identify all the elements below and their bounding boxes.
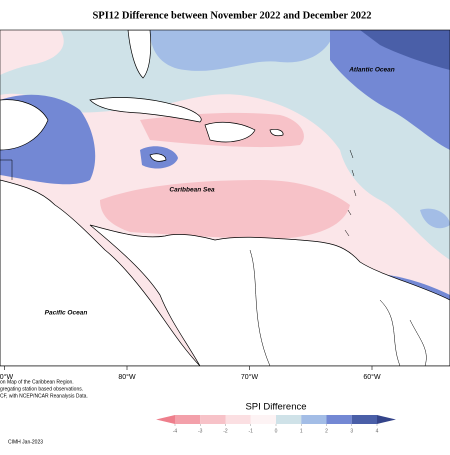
colorbar-tick-label: 0	[275, 428, 278, 434]
land-florida	[127, 30, 152, 79]
ocean-label: Atlantic Ocean	[348, 67, 395, 74]
lon-tick-label: 80°W	[118, 373, 136, 381]
land-puerto-rico	[269, 129, 284, 137]
colorbar-tick-label: 4	[376, 428, 379, 434]
ocean-label: Pacific Ocean	[45, 310, 88, 317]
colorbar-tick-label: -4	[173, 428, 178, 434]
field-navy	[360, 30, 450, 70]
colorbar-tick-label: -1	[249, 428, 254, 434]
legend-title: SPI Difference	[245, 402, 306, 413]
colorbar-tick-label: 1	[300, 428, 303, 434]
land-cuba	[89, 97, 202, 123]
footnote-line: CF, with NCEP/NCAR Reanalysis Data.	[0, 393, 88, 399]
lon-tick-label: 90°W	[0, 373, 13, 381]
colorbar-bin	[250, 415, 276, 424]
colorbar-bin	[326, 415, 352, 424]
colorbar-bin	[301, 415, 327, 424]
field-light-blue	[0, 30, 450, 260]
field-blue	[150, 30, 335, 71]
field-blue-spot	[420, 208, 450, 229]
credit: CIMH Jan-2023	[8, 439, 43, 445]
colorbar-bin	[200, 415, 226, 424]
lon-tick-label: 60°W	[363, 373, 381, 381]
land-south-america	[89, 224, 450, 366]
country-borders	[0, 159, 427, 366]
colorbar-tick-label: -2	[223, 428, 228, 434]
colorbar-extend-low	[156, 415, 175, 424]
colorbar-tick-label: -3	[198, 428, 203, 434]
footnote-line: on Map of the Caribbean Region.	[0, 379, 74, 385]
colorbar-tick-label: 2	[325, 428, 328, 434]
colorbar-bin	[175, 415, 201, 424]
land-central-america	[0, 179, 201, 366]
footnote: on Map of the Caribbean Region. gregatin…	[0, 379, 88, 445]
lon-tick-label: 70°W	[241, 373, 259, 381]
land-yucatan	[0, 99, 49, 151]
legend: SPI Difference -4 -3 -2 -1 0 1 2 3 4	[156, 402, 396, 434]
longitude-axis: 90°W 80°W 70°W 60°W	[0, 366, 381, 381]
footnote-line: gregating station based observations.	[0, 386, 83, 392]
land-hispaniola	[204, 121, 256, 143]
land-jamaica	[149, 153, 167, 162]
colorbar-tick-label: 3	[350, 428, 353, 434]
map-title: SPI12 Difference between November 2022 a…	[92, 10, 371, 21]
sea-label: Caribbean Sea	[169, 187, 215, 194]
colorbar-bin	[225, 415, 251, 424]
map-frame	[0, 29, 450, 367]
lesser-antilles	[344, 149, 357, 237]
colorbar-extend-high	[377, 415, 396, 424]
colorbar-bin	[276, 415, 302, 424]
map-panel: Atlantic Ocean Caribbean Sea Pacific Oce…	[0, 29, 450, 367]
field-pink	[0, 30, 64, 75]
field-caribbean-pink	[100, 180, 350, 239]
colorbar-bin	[351, 415, 377, 424]
